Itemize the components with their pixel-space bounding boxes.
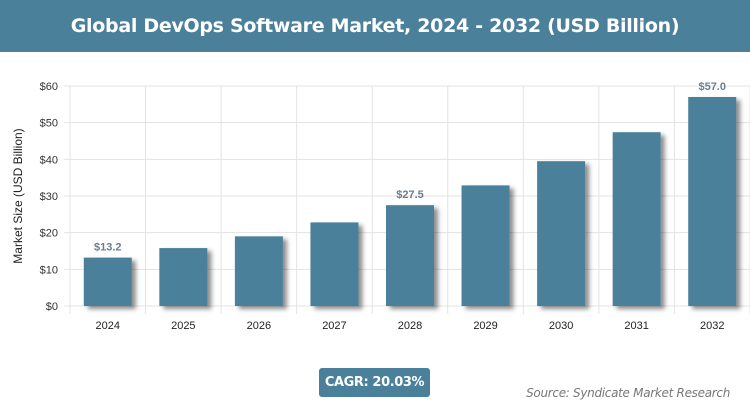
y-tick-label: $40 [40, 154, 58, 166]
bar-2029 [461, 185, 510, 306]
y-tick-label: $20 [40, 228, 58, 240]
y-tick-label: $60 [40, 81, 58, 93]
x-tick-label: 2028 [398, 320, 422, 332]
y-tick-label: $10 [40, 264, 58, 276]
source-note: Source: Syndicate Market Research [526, 386, 730, 400]
bar-2027 [310, 222, 359, 306]
cagr-badge: CAGR: 20.03% [319, 368, 430, 397]
bar-2024 [83, 257, 132, 306]
x-tick-label: 2025 [171, 320, 195, 332]
bar-2031 [612, 132, 661, 306]
data-label: $27.5 [396, 189, 424, 201]
bar-2028 [386, 205, 434, 306]
x-tick-label: 2029 [473, 320, 497, 332]
y-tick-label: $30 [40, 191, 58, 203]
y-axis-label: Market Size (USD Billion) [11, 128, 25, 263]
x-tick-label: 2031 [624, 320, 648, 332]
data-label: $57.0 [698, 81, 726, 93]
bar-2025 [159, 248, 208, 306]
x-tick-label: 2032 [700, 320, 724, 332]
x-tick-label: 2027 [322, 320, 346, 332]
bar-2030 [537, 161, 586, 306]
chart-title: Global DevOps Software Market, 2024 - 20… [0, 0, 750, 52]
y-tick-label: $0 [46, 301, 58, 313]
bar-2032 [688, 97, 737, 306]
bar-2026 [234, 236, 283, 306]
data-label: $13.2 [94, 242, 122, 254]
x-tick-label: 2030 [549, 320, 573, 332]
x-tick-label: 2024 [96, 320, 120, 332]
y-tick-label: $50 [40, 118, 58, 130]
x-tick-label: 2026 [247, 320, 271, 332]
